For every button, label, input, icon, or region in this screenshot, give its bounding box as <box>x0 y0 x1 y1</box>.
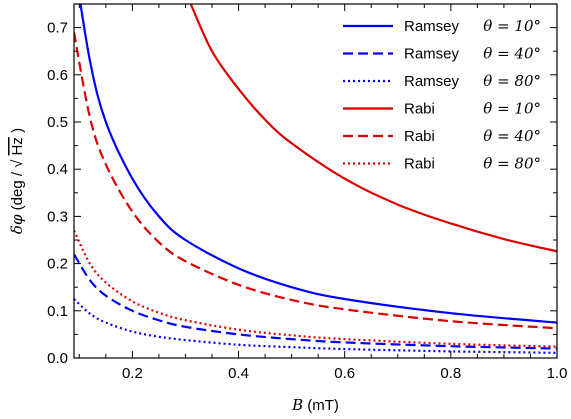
legend: Ramsey θ = 10° Ramsey θ = 40° Ramsey θ = 80° R… <box>343 17 541 173</box>
y-tick-label: 0.4 <box>47 161 68 178</box>
legend-label: Ramsey <box>404 46 460 63</box>
y-axis-sqrt: √ <box>9 159 26 168</box>
x-tick-label: 0.8 <box>440 365 461 382</box>
y-tick-label: 0.2 <box>47 256 68 273</box>
y-tick-label: 0.6 <box>47 67 68 84</box>
x-axis-variable: B <box>291 396 303 414</box>
plot-frame <box>73 3 558 359</box>
series-line-rabi-solid <box>189 4 557 253</box>
legend-label: Rabi <box>404 156 435 173</box>
legend-theta: θ = 80° <box>483 155 541 173</box>
x-axis-unit: (mT) <box>307 397 339 414</box>
legend-theta: θ = 10° <box>483 17 541 35</box>
x-tick-label: 1.0 <box>547 365 568 382</box>
y-axis-unit-open: (deg / <box>9 168 26 211</box>
legend-label: Rabi <box>404 101 435 118</box>
series-line-ramsey-dotted <box>74 298 557 354</box>
y-tick-label: 0.7 <box>47 20 68 37</box>
legend-theta: θ = 10° <box>483 100 541 118</box>
y-axis-unit-close: ) <box>9 128 26 133</box>
legend-theta: θ = 80° <box>483 72 541 90</box>
legend-theta: θ = 40° <box>483 45 541 63</box>
series-line-rabi-dotted <box>74 230 557 348</box>
series-line-ramsey-solid <box>79 4 557 324</box>
y-tick-label: 0.5 <box>47 114 68 131</box>
legend-label: Rabi <box>404 128 435 145</box>
x-axis-label: B (mT) <box>291 396 339 414</box>
y-tick-label: 0.1 <box>47 303 68 320</box>
y-axis-label: δφ (deg / √ Hz ) <box>8 128 26 234</box>
x-tick-label: 0.2 <box>122 365 143 382</box>
legend-theta: θ = 40° <box>483 127 541 145</box>
series-curves <box>74 4 557 354</box>
x-tick-label: 0.6 <box>334 365 355 382</box>
axis-ticks: 0.2 0.4 0.6 0.8 1.0 0.0 0.1 0.2 0.3 0.4 0.5 0.6 0.7 <box>47 3 568 382</box>
legend-label: Ramsey <box>404 18 460 35</box>
y-axis-symbol: δφ <box>8 214 26 234</box>
x-tick-label: 0.4 <box>228 365 249 382</box>
y-tick-label: 0.0 <box>47 350 68 367</box>
y-tick-label: 0.3 <box>47 208 68 225</box>
series-line-rabi-dashed <box>74 32 557 330</box>
legend-label: Ramsey <box>404 73 460 90</box>
y-axis-unit-sqrt: Hz <box>9 137 26 155</box>
series-line-ramsey-dashed <box>74 253 557 350</box>
